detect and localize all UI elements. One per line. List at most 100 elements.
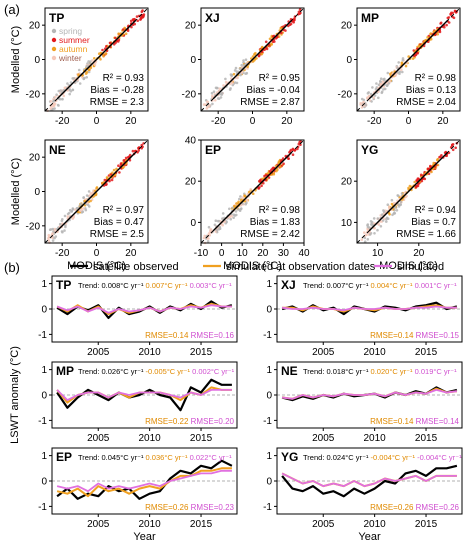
x-tick-label: 10 [372, 248, 384, 259]
scatter-point [275, 169, 278, 173]
scatter-point [368, 226, 371, 229]
scatter-point [57, 104, 60, 107]
scatter-frame [356, 139, 461, 244]
scatter-point [381, 219, 385, 222]
scatter-point [230, 214, 233, 218]
scatter-point [211, 102, 214, 106]
x-tick-label: 2005 [312, 347, 335, 358]
scatter-point [221, 212, 225, 215]
scatter-point [219, 96, 223, 99]
scatter-point [51, 239, 55, 242]
scatter-point [49, 100, 53, 103]
x-tick-label: 10 [237, 248, 249, 259]
scatter-y-axis-label: Modelled (°C) [10, 158, 22, 225]
scatter-point [109, 41, 112, 45]
scatter-point [401, 57, 405, 60]
scatter-point [108, 179, 111, 183]
scatter-point [207, 233, 210, 236]
scatter-point [114, 36, 117, 40]
scatter-point [239, 73, 242, 77]
scatter-point [373, 232, 376, 235]
legend-marker [51, 46, 57, 52]
trend-sim-at-obs: -0.005°C yr⁻¹ [146, 367, 193, 376]
rmse-label: RMSE = 2.3 [90, 97, 145, 108]
scatter-point [366, 92, 370, 95]
x-tick-label: 2005 [87, 433, 110, 444]
series-line-sim [56, 388, 232, 402]
scatter-point [373, 94, 377, 97]
r2-label: R² = 0.98 [415, 73, 457, 84]
scatter-point [140, 14, 144, 18]
y-tick-label: 1 [41, 451, 47, 462]
timeseries-panel-ne: 2005 2010 2015 -1 0 1 NE Trend: 0.018°C yr⁻¹ 0.… [263, 361, 463, 444]
bias-label: Bias = -0.04 [246, 85, 300, 96]
y-tick-label: -1 [263, 502, 272, 513]
panel-id: TP [56, 278, 71, 292]
scatter-point [454, 146, 458, 150]
trend-observed: 0.007°C yr⁻¹ [326, 281, 370, 290]
scatter-point [117, 164, 120, 167]
panel-id: YG [361, 143, 378, 157]
x-tick-label: -20 [55, 248, 70, 259]
y-tick-label: 40 [185, 136, 197, 147]
rmse-simulated: RMSE=0.16 [191, 331, 235, 340]
x-tick-label: 2005 [87, 519, 110, 530]
y-tick-label: -1 [263, 416, 272, 427]
scatter-point [251, 192, 255, 195]
scatter-point [85, 71, 89, 74]
scatter-point [214, 219, 218, 222]
scatter-point [375, 82, 378, 85]
scatter-point [268, 37, 272, 41]
scatter-point [119, 162, 123, 165]
trend-simulated: 0.001°C yr⁻¹ [415, 281, 457, 290]
regression-line [212, 19, 293, 100]
scatter-point [245, 71, 249, 75]
rmse-sim-at-obs: RMSE=0.14 [370, 417, 416, 426]
legend-label-autumn: autumn [59, 44, 88, 54]
scatter-point [62, 94, 66, 98]
scatter-point [99, 58, 102, 61]
scatter-point [219, 92, 223, 96]
r2-label: R² = 0.94 [415, 205, 457, 216]
y-tick-label: 0 [34, 187, 40, 198]
scatter-point [452, 16, 456, 20]
scatter-point [282, 162, 285, 165]
scatter-point [78, 82, 82, 85]
scatter-point [399, 200, 403, 204]
regression-line [212, 151, 293, 232]
panel-id: XJ [205, 11, 220, 25]
scatter-point [379, 225, 383, 228]
r2-label: R² = 0.95 [259, 73, 301, 84]
scatter-point [451, 148, 455, 152]
scatter-point [386, 71, 390, 75]
scatter-point [83, 199, 86, 203]
scatter-point [379, 80, 382, 84]
scatter-point [234, 210, 238, 213]
panel-id: EP [205, 143, 221, 157]
trend-label: Trend: [303, 367, 326, 376]
scatter-point [71, 88, 75, 92]
scatter-point [251, 60, 255, 63]
scatter-point [389, 72, 392, 76]
timeseries-legend: satellite observed simulated at observati… [70, 261, 444, 273]
scatter-point [395, 209, 399, 212]
series-line-sim [281, 305, 457, 312]
scatter-point [121, 28, 125, 31]
scatter-point [129, 19, 133, 23]
scatter-point [101, 48, 104, 52]
legend-label-2: simulated [397, 261, 444, 273]
scatter-point [124, 32, 128, 35]
rmse-simulated: RMSE=0.23 [191, 503, 235, 512]
scatter-point [255, 57, 258, 60]
scatter-point [87, 70, 91, 74]
scatter-point [388, 205, 391, 209]
trend-observed: 0.026°C yr⁻¹ [101, 367, 145, 376]
scatter-point [124, 156, 128, 160]
scatter-point [91, 59, 94, 62]
x-tick-label: 2015 [415, 519, 438, 530]
y-tick-label: 1 [266, 451, 272, 462]
rmse-simulated: RMSE=0.20 [191, 417, 235, 426]
